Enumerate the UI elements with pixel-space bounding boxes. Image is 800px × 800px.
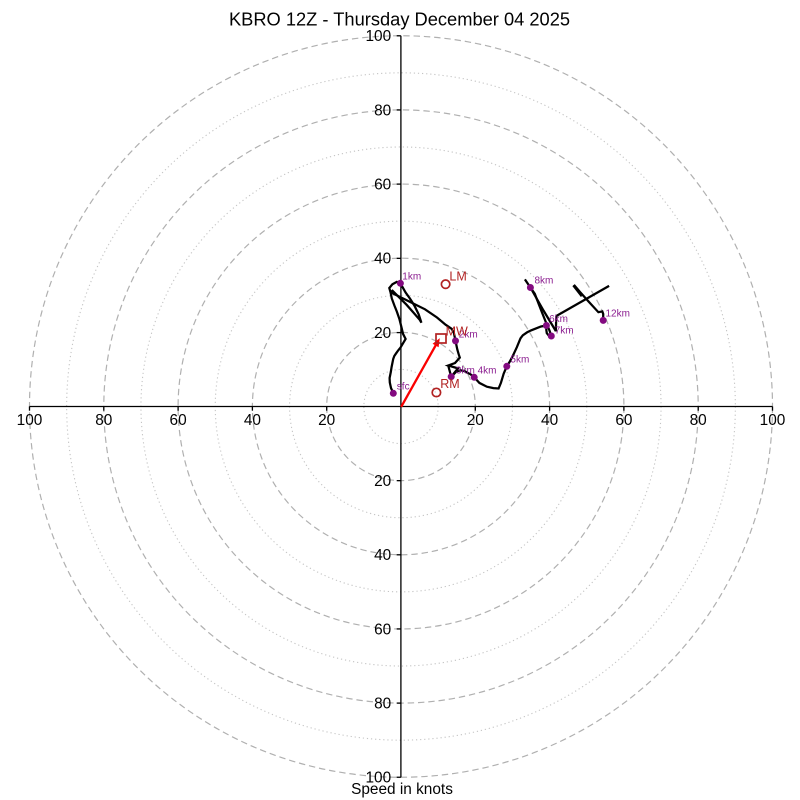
svg-text:100: 100 [366,28,392,45]
svg-text:60: 60 [615,412,632,429]
svg-text:12km: 12km [606,309,630,320]
svg-text:LM: LM [449,270,466,284]
svg-text:40: 40 [541,412,558,429]
svg-text:20: 20 [318,412,335,429]
svg-text:8km: 8km [535,276,554,287]
svg-text:60: 60 [374,176,391,193]
svg-text:100: 100 [760,412,786,429]
svg-text:1km: 1km [402,271,421,282]
svg-text:80: 80 [95,412,112,429]
svg-text:MW: MW [446,325,468,339]
svg-text:40: 40 [374,251,391,268]
svg-text:80: 80 [374,102,391,119]
svg-text:40: 40 [244,412,261,429]
svg-text:100: 100 [366,770,392,787]
svg-text:20: 20 [374,325,391,342]
svg-text:2km: 2km [459,329,478,340]
svg-text:80: 80 [374,695,391,712]
svg-text:5km: 5km [510,355,529,366]
svg-text:Speed in knots: Speed in knots [351,781,453,798]
svg-text:6km: 6km [549,314,568,325]
svg-text:20: 20 [467,412,484,429]
svg-text:3km: 3km [456,365,475,376]
svg-text:sfc: sfc [397,381,410,392]
svg-text:100: 100 [17,412,43,429]
svg-text:7km: 7km [555,325,574,336]
svg-text:4km: 4km [478,366,497,377]
svg-text:80: 80 [690,412,707,429]
svg-text:20: 20 [374,473,391,490]
svg-text:60: 60 [170,412,187,429]
svg-text:RM: RM [440,377,459,391]
svg-text:40: 40 [374,547,391,564]
svg-text:60: 60 [374,621,391,638]
svg-text:KBRO 12Z - Thursday December 0: KBRO 12Z - Thursday December 04 2025 [229,9,570,30]
